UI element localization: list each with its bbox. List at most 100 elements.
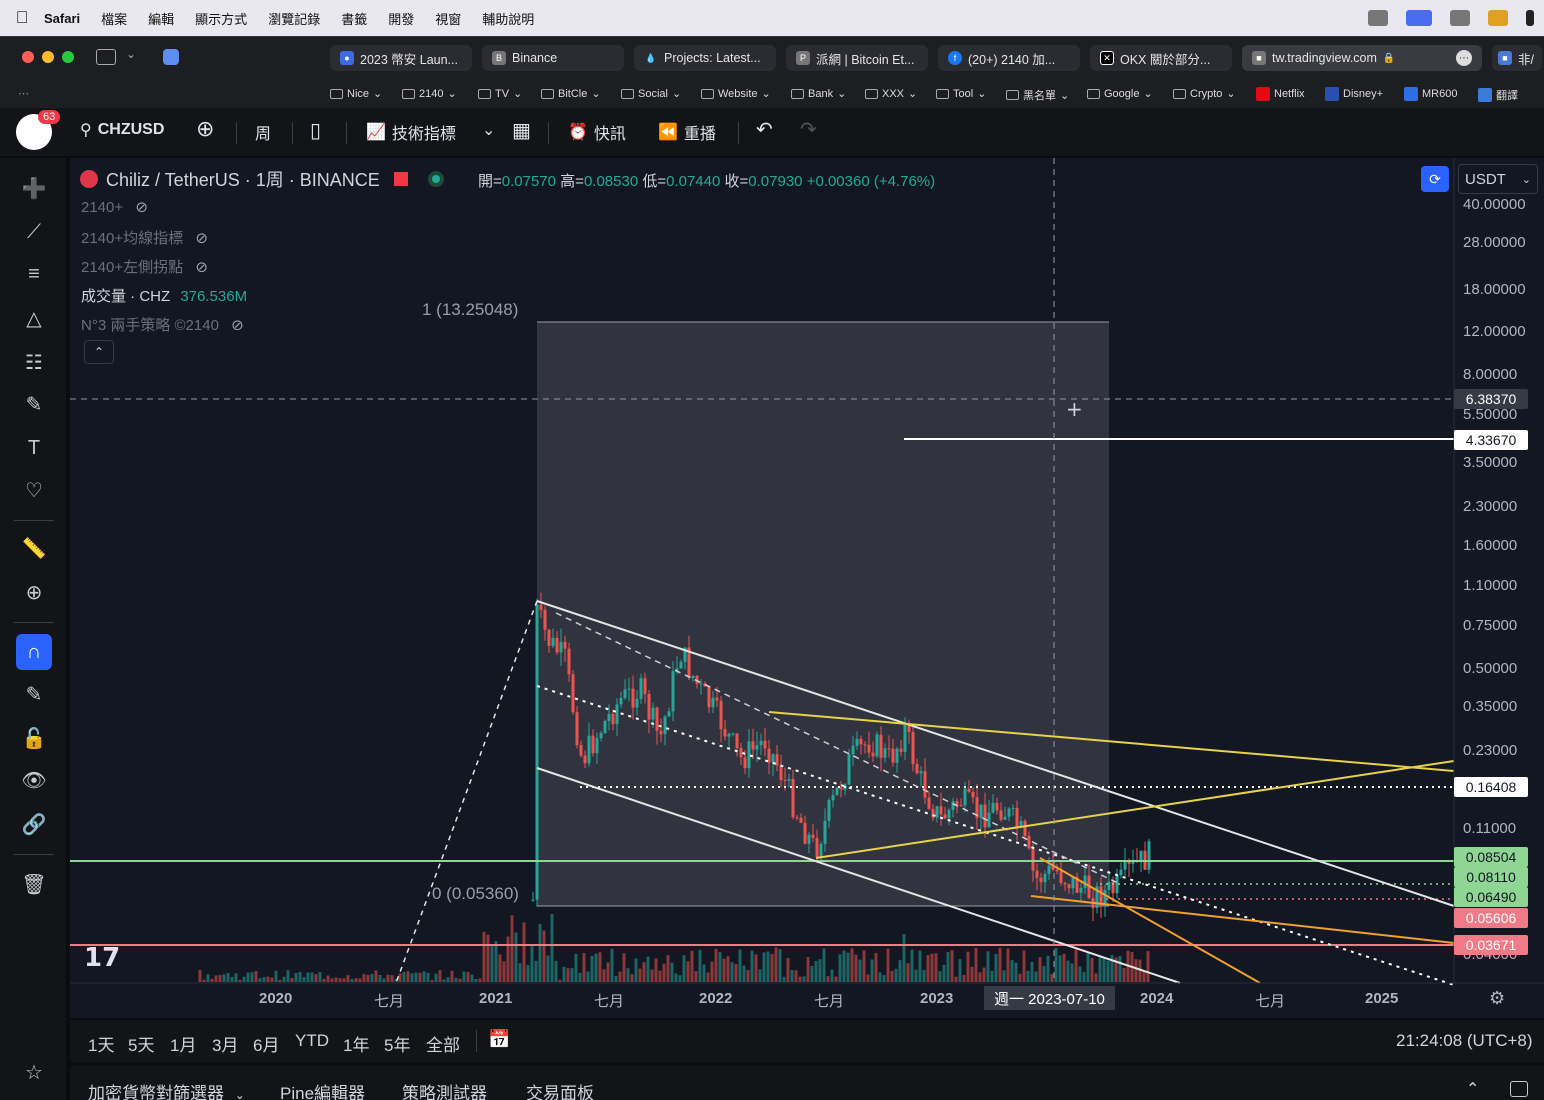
menu-view[interactable]: 顯示方式 [195,11,248,27]
menu-develop[interactable]: 開發 [388,11,415,27]
sidebar-toggle-icon[interactable] [96,49,116,65]
symbol-search-button[interactable]: ⚲ CHZUSD [80,120,164,140]
bookmark-netflix[interactable]: Netflix [1256,87,1305,101]
menu-window[interactable]: 視窗 [435,11,462,27]
price-tag-white[interactable]: 0.16408 [1454,777,1528,797]
candle-style-icon[interactable]: ▯ [310,120,322,142]
price-tag-green[interactable]: 0.08504 [1454,847,1528,867]
replay-button[interactable]: ⏪ 重播 [658,120,716,144]
range-5y-button[interactable]: 5年 [384,1036,411,1055]
panel-tab-crypto-screener[interactable]: 加密貨幣對篩選器 ⌄ [88,1079,245,1100]
range-5d-button[interactable]: 5天 [128,1036,155,1055]
menu-bookmarks[interactable]: 書籤 [341,11,368,27]
tab-tradingview[interactable]: ■ tw.tradingview.com 🔒 ⋯ [1242,45,1482,71]
privacy-shield-icon[interactable] [163,49,179,65]
star-icon[interactable]: ☆ [25,1061,43,1084]
bookmark-folder-bank[interactable]: Bank ⌄ [791,87,846,100]
tab-overflow[interactable]: ■ 非/ [1492,45,1542,71]
interval-button[interactable]: 周 [255,126,272,143]
bookmark-folder-bitcle[interactable]: BitCle ⌄ [541,87,601,100]
crosshair-icon[interactable]: ➕ [21,177,47,200]
indicator-strategy[interactable]: N°3 兩手策略 ©2140 ⊘ [81,314,244,335]
range-1d-button[interactable]: 1天 [88,1036,115,1055]
currency-select[interactable]: USDT ⌄ [1458,164,1538,194]
maximize-panel-icon[interactable] [1510,1081,1528,1097]
shield-icon[interactable] [1450,10,1470,26]
minimize-window-button[interactable] [42,51,54,63]
close-window-button[interactable] [22,51,34,63]
text-icon[interactable]: T [27,436,41,459]
bookmark-mr600[interactable]: MR600 [1404,87,1457,101]
pattern-icon[interactable]: △ [26,307,42,330]
panel-tab-pine-editor[interactable]: Pine編輯器 [280,1084,366,1100]
apple-icon[interactable]:  [0,8,44,28]
auto-scale-button[interactable]: ⟳ [1421,166,1449,192]
tab-binance[interactable]: B Binance [482,45,624,71]
redo-icon[interactable]: ↷ [800,119,817,141]
range-ytd-button[interactable]: YTD [295,1031,329,1050]
hidden-eye-icon[interactable]: ⊘ [195,230,208,247]
bookmark-translate[interactable]: 翻譯 [1478,87,1518,103]
screen-share-icon[interactable] [1406,10,1432,26]
calendar-goto-icon[interactable]: 📅 [488,1029,511,1049]
range-3m-button[interactable]: 3月 [212,1036,239,1055]
trend-line-icon[interactable]: ⟋ [27,220,41,243]
chevron-up-icon[interactable]: ⌃ [1466,1081,1480,1098]
price-tag-green[interactable]: 0.06490 [1454,887,1528,907]
brush-icon[interactable]: ✎ [25,393,43,416]
indicator-volume[interactable]: 成交量 · CHZ 376.536M [81,285,247,306]
menu-help[interactable]: 輔助說明 [482,11,535,27]
price-tag-white[interactable]: 4.33670 [1454,430,1528,450]
tab-pionex[interactable]: P 派網 | Bitcoin Et... [786,45,928,71]
compare-add-button[interactable]: ⊕ [196,116,215,141]
ruler-icon[interactable]: 📏 [21,537,47,560]
bookmark-folder-crypto[interactable]: Crypto ⌄ [1173,87,1236,100]
symbol-legend[interactable]: Chiliz / TetherUS · 1周 · BINANCE [80,166,444,192]
clock-label[interactable]: 21:24:08 (UTC+8) [1396,1031,1533,1050]
unlock-icon[interactable]: 🔓 [21,727,47,750]
bell-icon[interactable] [1488,10,1508,26]
zoom-window-button[interactable] [62,51,74,63]
price-tag-green[interactable]: 0.08110 [1454,867,1528,887]
chevron-down-icon[interactable]: ⌄ [126,47,137,61]
range-1y-button[interactable]: 1年 [343,1036,370,1055]
range-6m-button[interactable]: 6月 [253,1036,280,1055]
bookmark-folder-website[interactable]: Website ⌄ [701,87,771,100]
indicator-2140-turn[interactable]: 2140+左側拐點 ⊘ [81,256,208,277]
bookmark-folder-google[interactable]: Google ⌄ [1087,87,1153,100]
apps-grid-icon[interactable]: ⋯ [18,88,29,100]
bookmark-folder-social[interactable]: Social ⌄ [621,87,681,100]
chart-pane[interactable] [70,158,1544,1018]
panel-tab-strategy-tester[interactable]: 策略測試器 [402,1084,487,1100]
undo-icon[interactable]: ↶ [756,119,773,141]
magnet-icon[interactable]: ∩ [16,634,52,670]
indicator-2140[interactable]: 2140+ ⊘ [81,198,148,216]
indicators-button[interactable]: 📈 技術指標 [366,120,456,144]
indicators-dropdown-icon[interactable]: ⌄ [482,122,496,139]
bookmark-folder-tv[interactable]: TV ⌄ [478,87,522,100]
panel-tab-trading-panel[interactable]: 交易面板 [526,1084,594,1100]
tab-binance-academy[interactable]: ● 2023 幣安 Laun... [330,45,472,71]
hidden-eye-icon[interactable]: ⊘ [195,259,208,276]
tab-projects[interactable]: 💧 Projects: Latest... [634,45,776,71]
price-tag-red[interactable]: 0.03671 [1454,935,1528,955]
bookmark-folder-blacklist[interactable]: 黑名單 ⌄ [1006,87,1069,103]
bookmark-disney[interactable]: Disney+ [1325,87,1383,101]
hidden-eye-icon[interactable]: ⊘ [135,199,148,216]
tab-okx[interactable]: ✕ OKX 關於部分... [1090,45,1232,71]
layout-grid-icon[interactable]: ▦ [512,120,531,142]
menu-edit[interactable]: 編輯 [148,11,175,27]
menu-file[interactable]: 檔案 [101,11,128,27]
lock-drawing-icon[interactable]: ✎ [25,683,43,706]
range-all-button[interactable]: 全部 [426,1036,460,1055]
fib-retracement-icon[interactable]: ≡ [28,262,40,285]
tab-facebook[interactable]: f (20+) 2140 加... [938,45,1080,71]
menu-app-name[interactable]: Safari [44,10,81,26]
more-icon[interactable]: ⋯ [1456,50,1472,66]
hidden-eye-icon[interactable]: ⊘ [231,317,244,334]
status-extra-icon[interactable] [1526,10,1534,26]
trash-icon[interactable]: 🗑 [21,873,47,896]
prediction-icon[interactable]: ☷ [25,351,43,374]
indicator-2140-ma[interactable]: 2140+均線指標 ⊘ [81,227,208,248]
bookmark-folder-tool[interactable]: Tool ⌄ [936,87,986,100]
